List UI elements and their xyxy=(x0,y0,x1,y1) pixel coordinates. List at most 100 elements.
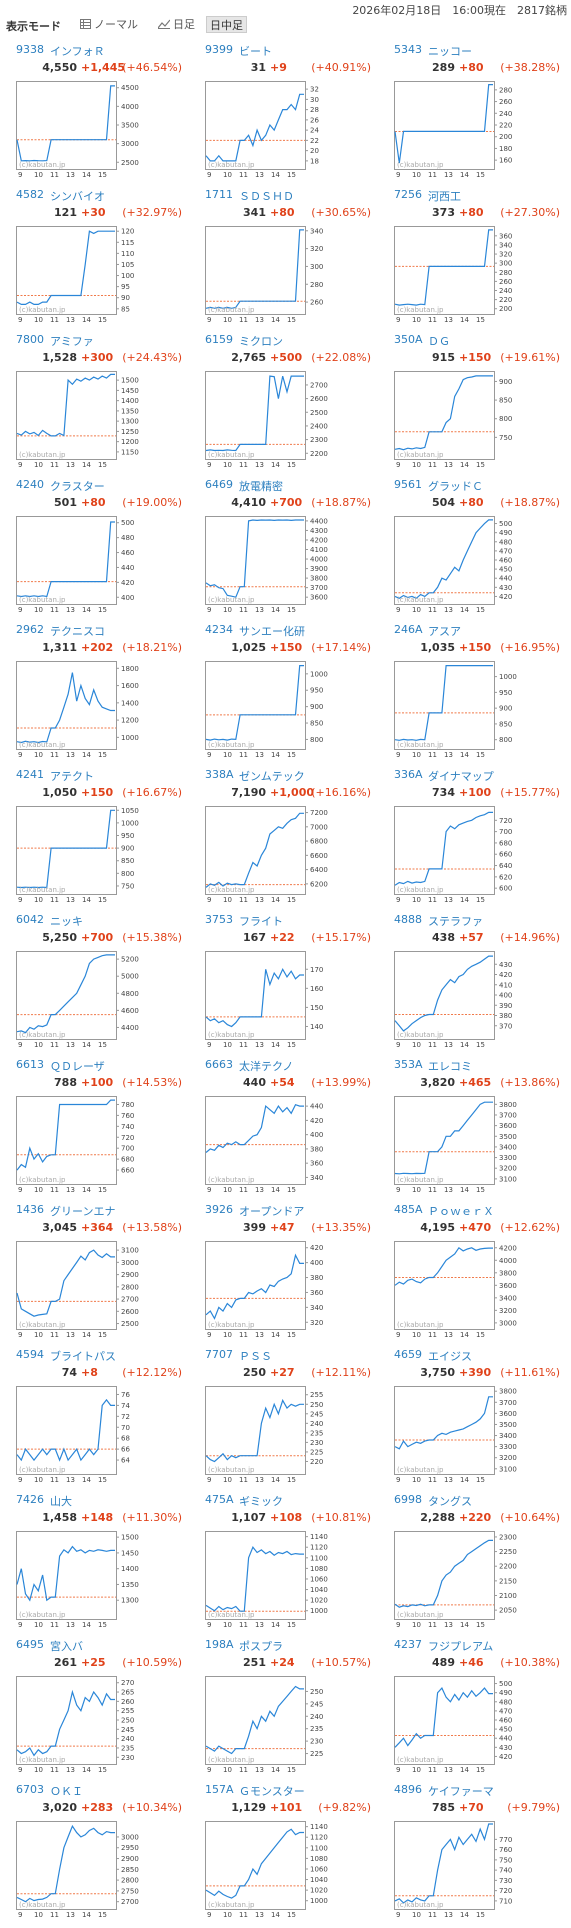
stock-card[interactable]: 475A ギミック 1,107 +108 (+10.81%) 9 10 11 13 14 15 114… xyxy=(189,1484,377,1638)
intraday-chart[interactable]: 9 10 11 13 14 1544004300420041004000390038003… xyxy=(205,516,355,615)
stock-card[interactable]: 4241 アテクト 1,050 +150 (+16.67%) 9 10 11 13 14 15 105… xyxy=(0,759,188,913)
intraday-chart[interactable]: 9 10 11 13 14 15 430 420 410 400 390 380 370 (c)kabut… xyxy=(394,951,544,1050)
intraday-chart[interactable]: 9 10 11 13 14 15 3800 3700 3600 3500 3400 3300 3200 3… xyxy=(394,1096,544,1195)
stock-card[interactable]: 4659 エイジス 3,750 +390 (+11.61%) 9 10 11 13 14 15 380… xyxy=(378,1339,566,1493)
stock-name-link[interactable]: ステラファ xyxy=(428,915,483,928)
intraday-chart[interactable]: 9 10 11 13 14 15 1000 950 900 850 800 (c)kabutan.jp xyxy=(394,661,544,760)
stock-name-link[interactable]: フジプレアム xyxy=(428,1640,494,1653)
stock-name-link[interactable]: インフォＲ xyxy=(50,45,105,58)
stock-code-link[interactable]: 7426 xyxy=(16,1493,44,1506)
stock-name-link[interactable]: ビート xyxy=(239,45,272,58)
intraday-chart[interactable]: 9 10 11 13 14 15 780 760 740 720 700 680 660 (c)kabut… xyxy=(16,1096,166,1195)
stock-code-link[interactable]: 353A xyxy=(394,1058,423,1071)
stock-code-link[interactable]: 7256 xyxy=(394,188,422,201)
intraday-chart[interactable]: 9 10 11 13 14 15 3000 2950 2900 2850 2800 2750 2700 (… xyxy=(16,1821,166,1920)
mode-intraday-button[interactable]: 日中足 xyxy=(206,16,247,33)
stock-card[interactable]: 198A ポスプラ 251 +24 (+10.57%) 9 10 11 13 14 15 250 245… xyxy=(189,1629,377,1783)
stock-card[interactable]: 9561 グラッドＣ 504 +80 (+18.87%) 9 10 11 13 14 15 500 49… xyxy=(378,469,566,623)
stock-card[interactable]: 7426 山大 1,458 +148 (+11.30%) 9 10 11 13 14 15 1500 1… xyxy=(0,1484,188,1638)
stock-code-link[interactable]: 6663 xyxy=(205,1058,233,1071)
intraday-chart[interactable]: 9 10 11 13 14 15 500 480 460 440 420 400 (c)kabutan.… xyxy=(16,516,166,615)
stock-card[interactable]: 6495 宮入バ 261 +25 (+10.59%) 9 10 11 13 14 15 270 265 2… xyxy=(0,1629,188,1783)
stock-name-link[interactable]: フライト xyxy=(239,915,283,928)
stock-card[interactable]: 4888 ステラファ 438 +57 (+14.96%) 9 10 11 13 14 15 430 42… xyxy=(378,904,566,1058)
stock-name-link[interactable]: ニッコー xyxy=(428,45,472,58)
stock-name-link[interactable]: ケイファーマ xyxy=(428,1785,494,1798)
stock-code-link[interactable]: 7707 xyxy=(205,1348,233,1361)
intraday-chart[interactable]: 9 10 11 13 14 15 170 160 150 140 (c)kabutan.jp xyxy=(205,951,355,1050)
intraday-chart[interactable]: 9 10 11 13 14 15 32 30 28 26 24 22 20 18 (c)kabutan.jp xyxy=(205,81,355,180)
stock-name-link[interactable]: グリーンエナ xyxy=(50,1205,116,1218)
stock-name-link[interactable]: 太洋テクノ xyxy=(239,1060,294,1073)
intraday-chart[interactable]: 9 10 11 13 14 15 900 850 800 750 (c)kabutan.jp xyxy=(394,371,544,470)
stock-name-link[interactable]: アミファ xyxy=(50,335,94,348)
stock-card[interactable]: 1711 ＳＤＳＨＤ 341 +80 (+30.65%) 9 10 11 13 14 15 340 32… xyxy=(189,179,377,333)
intraday-chart[interactable]: 9 10 11 13 14 15 7200 7000 6800 6600 6400 6200 (c)ka… xyxy=(205,806,355,905)
mode-normal-button[interactable]: ノーマル xyxy=(80,16,138,31)
stock-name-link[interactable]: ブライトパス xyxy=(50,1350,116,1363)
stock-name-link[interactable]: ＳＤＳＨＤ xyxy=(239,190,294,203)
stock-card[interactable]: 9399 ビート 31 +9 (+40.91%) 9 10 11 13 14 15 32 30 28 26 2… xyxy=(189,34,377,188)
stock-code-link[interactable]: 485A xyxy=(394,1203,423,1216)
intraday-chart[interactable]: 9 10 11 13 14 15 1140 1120 1100 1080 1060 1040 1020 1… xyxy=(205,1531,355,1630)
stock-card[interactable]: 4594 ブライトパス 74 +8 (+12.12%) 9 10 11 13 14 15 76 74 72… xyxy=(0,1339,188,1493)
stock-code-link[interactable]: 4241 xyxy=(16,768,44,781)
stock-card[interactable]: 4896 ケイファーマ 785 +70 (+9.79%) 9 10 11 13 14 15 770 76… xyxy=(378,1774,566,1928)
stock-name-link[interactable]: ＰＳＳ xyxy=(239,1350,272,1363)
stock-code-link[interactable]: 6495 xyxy=(16,1638,44,1651)
stock-card[interactable]: 2962 テクニスコ 1,311 +202 (+18.21%) 9 10 11 13 14 15 18… xyxy=(0,614,188,768)
intraday-chart[interactable]: 9 10 11 13 14 15 720 700 680 660 640 620 600 (c)kabut… xyxy=(394,806,544,905)
intraday-chart[interactable]: 9 10 11 13 14 15 1800 1600 1400 1200 1000 (c)kabuta… xyxy=(16,661,166,760)
stock-card[interactable]: 4582 シンバイオ 121 +30 (+32.97%) 9 10 11 13 14 15 120 11… xyxy=(0,179,188,333)
stock-code-link[interactable]: 4240 xyxy=(16,478,44,491)
stock-card[interactable]: 4237 フジプレアム 489 +46 (+10.38%) 9 10 11 13 14 15 500 4… xyxy=(378,1629,566,1783)
stock-card[interactable]: 5343 ニッコー 289 +80 (+38.28%) 9 10 11 13 14 15 280 260… xyxy=(378,34,566,188)
stock-code-link[interactable]: 9399 xyxy=(205,43,233,56)
stock-card[interactable]: 336A ダイナマップ 734 +100 (+15.77%) 9 10 11 13 14 15 720… xyxy=(378,759,566,913)
stock-name-link[interactable]: ＰｏｗｅｒＸ xyxy=(428,1205,494,1218)
stock-name-link[interactable]: アテクト xyxy=(50,770,94,783)
stock-name-link[interactable]: テクニスコ xyxy=(50,625,105,638)
stock-name-link[interactable]: クラスター xyxy=(50,480,105,493)
intraday-chart[interactable]: 9 10 11 13 14 15 340 320 300 280 260 (c)kabutan.jp xyxy=(205,226,355,325)
stock-code-link[interactable]: 6042 xyxy=(16,913,44,926)
intraday-chart[interactable]: 9 10 11 13 14 15 440 420 400 380 360 340 (c)kabutan.… xyxy=(205,1096,355,1195)
stock-name-link[interactable]: ダイナマップ xyxy=(428,770,494,783)
stock-code-link[interactable]: 6159 xyxy=(205,333,233,346)
intraday-chart[interactable]: 9 10 11 13 14 15 5200 5000 4800 4600 4400 (c)kabuta… xyxy=(16,951,166,1050)
stock-code-link[interactable]: 5343 xyxy=(394,43,422,56)
stock-card[interactable]: 485A ＰｏｗｅｒＸ 4,195 +470 (+12.62%) 9 10 11 13 14 15 4… xyxy=(378,1194,566,1348)
stock-code-link[interactable]: 157A xyxy=(205,1783,234,1796)
stock-code-link[interactable]: 4594 xyxy=(16,1348,44,1361)
stock-card[interactable]: 7256 河西工 373 +80 (+27.30%) 9 10 11 13 14 15 360 340 3… xyxy=(378,179,566,333)
stock-name-link[interactable]: ギミック xyxy=(239,1495,283,1508)
stock-code-link[interactable]: 198A xyxy=(205,1638,234,1651)
stock-name-link[interactable]: ミクロン xyxy=(239,335,283,348)
stock-card[interactable]: 4240 クラスター 501 +80 (+19.00%) 9 10 11 13 14 15 500 48… xyxy=(0,469,188,623)
stock-code-link[interactable]: 3926 xyxy=(205,1203,233,1216)
stock-code-link[interactable]: 6613 xyxy=(16,1058,44,1071)
stock-code-link[interactable]: 350A xyxy=(394,333,423,346)
intraday-chart[interactable]: 9 10 11 13 14 15 4500 4000 3500 3000 2500 (c)kabuta… xyxy=(16,81,166,180)
intraday-chart[interactable]: 9 10 11 13 14 15 1000 950 900 850 800 (c)kabutan.jp xyxy=(205,661,355,760)
stock-name-link[interactable]: グラッドＣ xyxy=(428,480,483,493)
intraday-chart[interactable]: 9 10 11 13 14 15 76 74 72 70 68 66 64 (c)kabutan.jp xyxy=(16,1386,166,1485)
stock-card[interactable]: 157A Ｇモンスター 1,129 +101 (+9.82%) 9 10 11 13 14 15 11… xyxy=(189,1774,377,1928)
stock-card[interactable]: 6042 ニッキ 5,250 +700 (+15.38%) 9 10 11 13 14 15 5200… xyxy=(0,904,188,1058)
stock-code-link[interactable]: 475A xyxy=(205,1493,234,1506)
intraday-chart[interactable]: 9 10 11 13 14 15 2700 2600 2500 2400 2300 2200 (c)ka… xyxy=(205,371,355,470)
stock-name-link[interactable]: ＤＧ xyxy=(428,335,450,348)
stock-card[interactable]: 7800 アミファ 1,528 +300 (+24.43%) 9 10 11 13 14 15 150… xyxy=(0,324,188,478)
stock-name-link[interactable]: Ｇモンスター xyxy=(239,1785,305,1798)
stock-card[interactable]: 4234 サンエー化研 1,025 +150 (+17.14%) 9 10 11 13 14 15 1… xyxy=(189,614,377,768)
stock-card[interactable]: 3926 オープンドア 399 +47 (+13.35%) 9 10 11 13 14 15 420 4… xyxy=(189,1194,377,1348)
stock-code-link[interactable]: 2962 xyxy=(16,623,44,636)
intraday-chart[interactable]: 9 10 11 13 14 15 770 760 750 740 730 720 710 (c)kabut… xyxy=(394,1821,544,1920)
mode-daily-button[interactable]: 日足 xyxy=(158,16,195,31)
stock-card[interactable]: 353A エレコミ 3,820 +465 (+13.86%) 9 10 11 13 14 15 380… xyxy=(378,1049,566,1203)
stock-card[interactable]: 338A ゼンムテック 7,190 +1,000 (+16.16%) 9 10 11 13 14 1… xyxy=(189,759,377,913)
